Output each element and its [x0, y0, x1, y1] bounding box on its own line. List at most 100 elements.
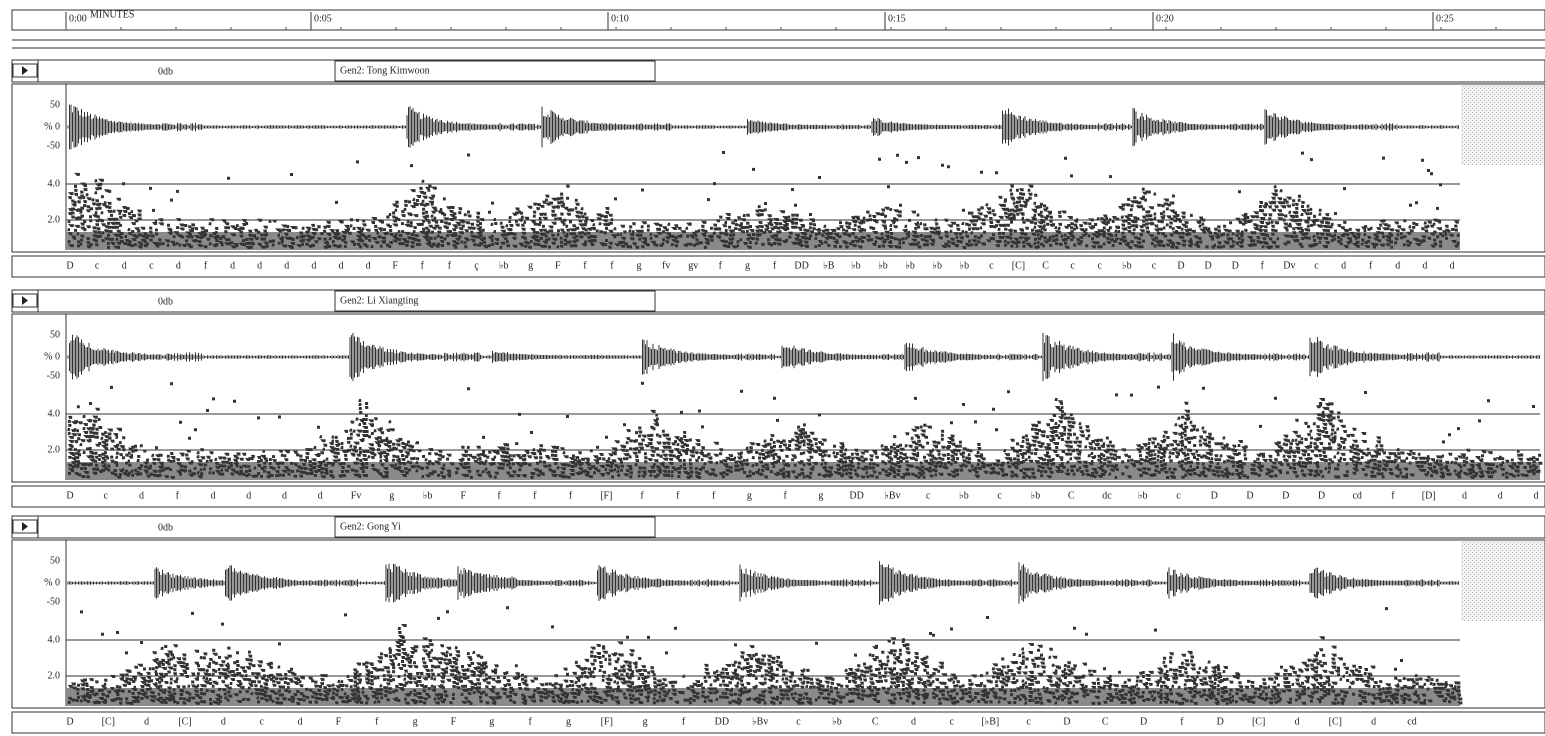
note-label: f [1180, 716, 1184, 727]
note-label: d [298, 716, 303, 727]
ruler-label: 0:00 [69, 13, 87, 24]
note-label: f [204, 260, 208, 271]
note-label: f [448, 260, 452, 271]
note-label: D [1217, 716, 1224, 727]
note-label: g [413, 716, 418, 727]
note-label: d [122, 260, 127, 271]
note-label: g [818, 490, 823, 501]
track-title: Gen2: Tong Kimwoon [340, 65, 430, 76]
note-label: d [257, 260, 262, 271]
note-label: d [144, 716, 149, 727]
note-label: g [643, 716, 648, 727]
note-label: [C] [1252, 716, 1265, 727]
track-gain: 0db [158, 522, 173, 533]
note-label: F [555, 260, 561, 271]
note-label: D [1211, 490, 1218, 501]
amplitude-label: 50 [50, 99, 60, 110]
amplitude-label: -50 [47, 596, 60, 607]
note-label: f [375, 716, 379, 727]
note-label: Dv [1283, 260, 1295, 271]
note-label: ♭b [1138, 490, 1148, 501]
note-label: f [421, 260, 425, 271]
note-label: f [712, 490, 716, 501]
note-label: d [1371, 716, 1376, 727]
note-label: g [528, 260, 533, 271]
note-label: d [338, 260, 343, 271]
ruler-label: 0:10 [611, 13, 629, 24]
note-label: F [461, 490, 467, 501]
note-label: d [230, 260, 235, 271]
note-label: d [1294, 716, 1299, 727]
note-label: F [336, 716, 342, 727]
note-label: ♭B [823, 260, 835, 271]
note-label: f [783, 490, 787, 501]
note-label: [F] [600, 490, 612, 501]
amplitude-label: % 0 [44, 351, 60, 362]
waveform [68, 333, 1540, 381]
note-label: f [1369, 260, 1373, 271]
empty-region [1461, 85, 1544, 165]
note-label: d [1341, 260, 1346, 271]
note-label: D [1232, 260, 1239, 271]
track-header [12, 290, 1545, 312]
note-label: c [1070, 260, 1075, 271]
amplitude-label: % 0 [44, 121, 60, 132]
note-label: f [528, 716, 532, 727]
amplitude-label: 50 [50, 555, 60, 566]
note-label: c [95, 260, 100, 271]
note-label: [D] [1422, 490, 1436, 501]
note-label: [F] [601, 716, 613, 727]
note-label: d [318, 490, 323, 501]
track-title: Gen2: Li Xiangting [340, 295, 418, 306]
note-label: f [497, 490, 501, 501]
amplitude-label: -50 [47, 370, 60, 381]
note-label: c [1097, 260, 1102, 271]
note-label: d [282, 490, 287, 501]
ruler-label: 0:15 [888, 13, 906, 24]
note-label: d [221, 716, 226, 727]
note-label: d [176, 260, 181, 271]
note-label: ♭b [932, 260, 942, 271]
note-label: D [66, 260, 73, 271]
amplitude-label: -50 [47, 140, 60, 151]
note-label: f [610, 260, 614, 271]
track-header [12, 516, 1545, 538]
note-label: c [989, 260, 994, 271]
ruler-frame [12, 10, 1545, 30]
note-label: ♭Bv [752, 716, 768, 727]
note-label: f [583, 260, 587, 271]
pitch-label: 2.0 [48, 670, 61, 681]
note-label: [C] [1329, 716, 1342, 727]
note-label: C [1102, 716, 1109, 727]
note-label: c [1314, 260, 1319, 271]
note-label: ♭b [499, 260, 509, 271]
note-label: d [366, 260, 371, 271]
ruler-label: 0:25 [1436, 13, 1454, 24]
note-label: D [1177, 260, 1184, 271]
pitch-label: 2.0 [48, 444, 61, 455]
note-label: D [1246, 490, 1253, 501]
note-label: ♭b [959, 490, 969, 501]
pitch-label: 4.0 [48, 178, 61, 189]
note-label: d [911, 716, 916, 727]
note-label: f [1261, 260, 1265, 271]
note-label: d [1462, 490, 1467, 501]
note-label: D [1282, 490, 1289, 501]
note-label: d [1395, 260, 1400, 271]
note-label: D [1205, 260, 1212, 271]
note-label: d [139, 490, 144, 501]
note-label: Fv [351, 490, 362, 501]
note-label: C [872, 716, 879, 727]
note-label: d [284, 260, 289, 271]
note-label: f [176, 490, 180, 501]
note-label: d [1422, 260, 1427, 271]
note-label: g [637, 260, 642, 271]
note-label: C [1042, 260, 1049, 271]
note-label: d [1450, 260, 1455, 271]
notes-row [12, 486, 1545, 507]
note-label: f [719, 260, 723, 271]
note-label: ♭b [1122, 260, 1132, 271]
ruler-label: 0:05 [314, 13, 332, 24]
note-label: DD [794, 260, 808, 271]
note-label: ♭b [878, 260, 888, 271]
